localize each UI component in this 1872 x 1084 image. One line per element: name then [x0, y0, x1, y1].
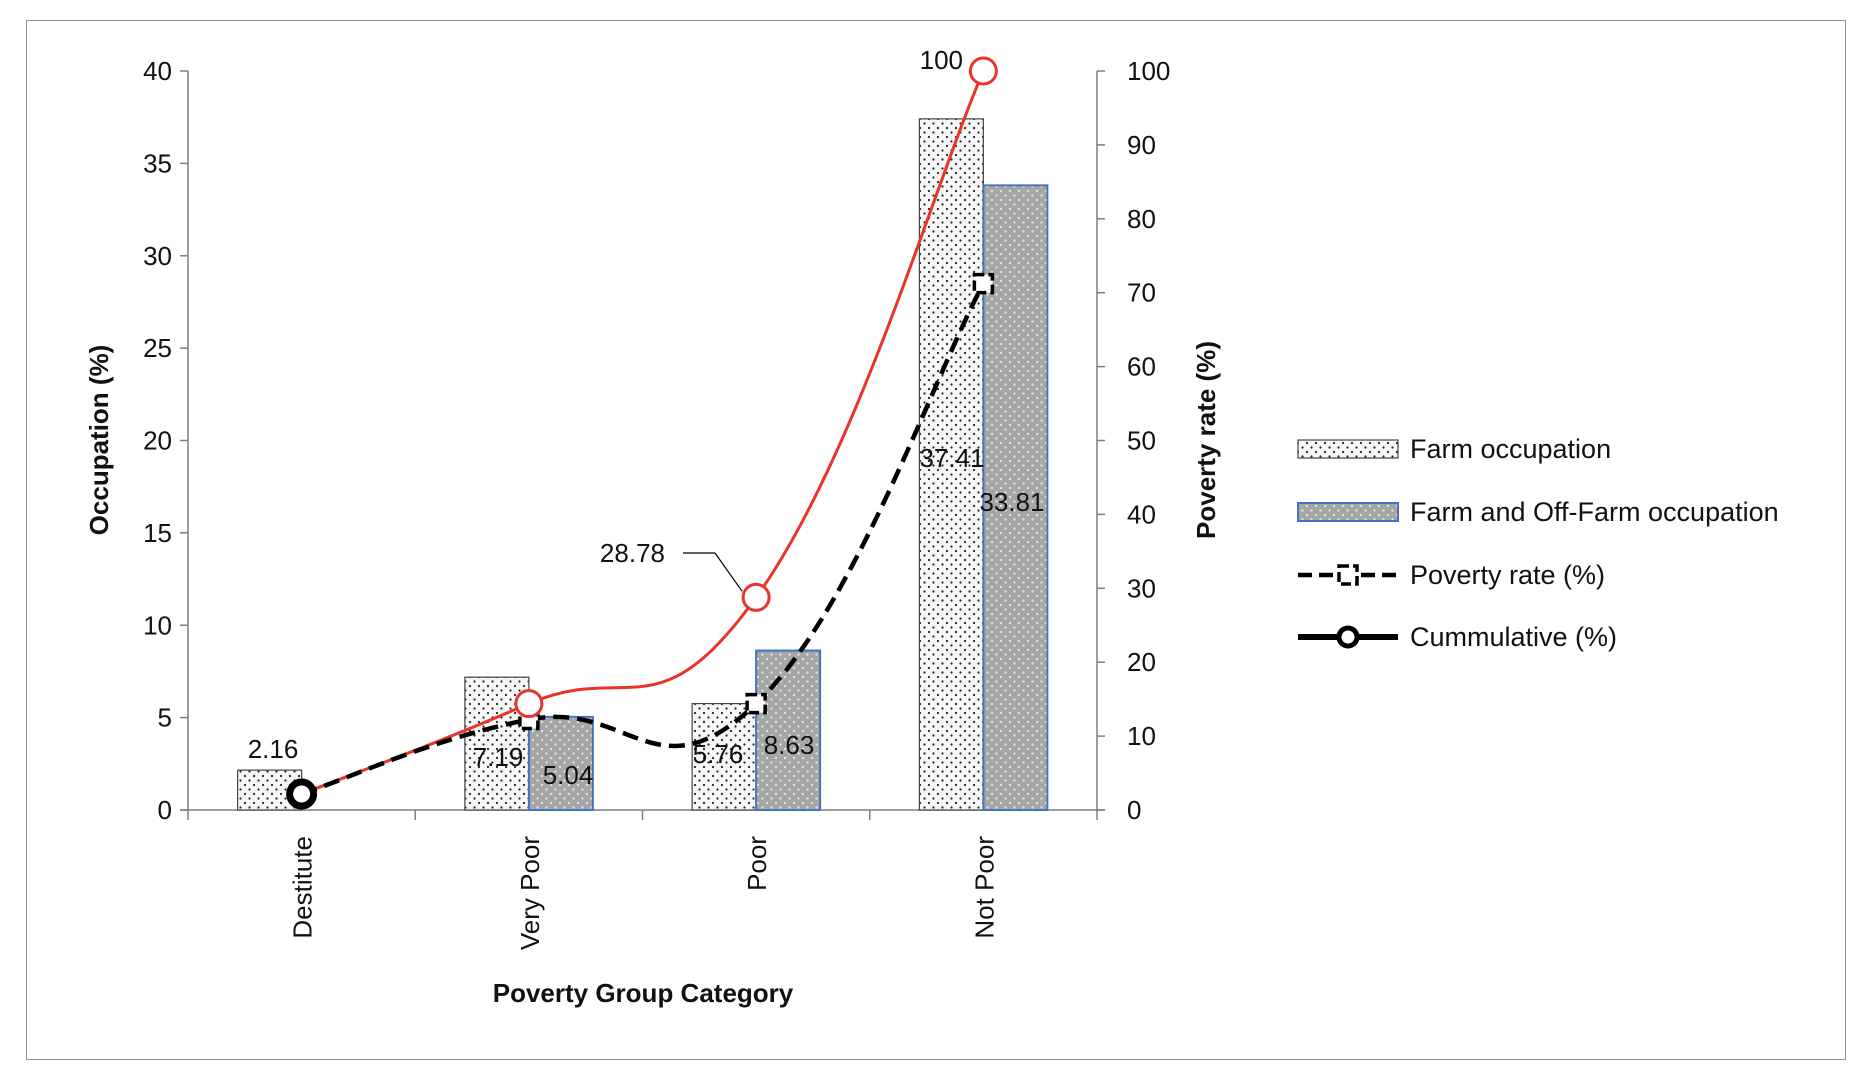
y2-tick-label: 30 [1127, 573, 1156, 603]
x-axis-title: Poverty Group Category [493, 978, 794, 1008]
y2-tick-label: 60 [1127, 352, 1156, 382]
legend-label-cumulative: Cummulative (%) [1410, 622, 1617, 652]
data-label-farm: 7.19 [473, 742, 524, 772]
marker-cumulative [968, 56, 998, 86]
legend-swatch-farm [1297, 439, 1399, 459]
y-axis-title: Occupation (%) [84, 345, 114, 536]
line-cumulative [301, 70, 985, 796]
legend-swatch-offfarm [1297, 502, 1399, 522]
legend: Farm occupation Farm and Off-Farm occupat… [1297, 434, 1779, 652]
y-tick-label: 25 [143, 333, 172, 363]
axes: 0 5 10 15 20 25 30 35 40 0 10 20 30 40 50 60 70 80 90 100 De… [143, 56, 1170, 950]
x-tick-label: Poor [742, 836, 772, 891]
data-label-cumulative: 28.78 [600, 538, 665, 568]
data-label-offfarm: 33.81 [979, 487, 1044, 517]
y2-tick-label: 20 [1127, 647, 1156, 677]
legend-marker-poverty [1337, 564, 1359, 586]
y-tick-label: 40 [143, 56, 172, 86]
y-tick-label: 10 [143, 610, 172, 640]
x-tick-label: Destitute [288, 836, 318, 939]
y2-tick-label: 100 [1127, 56, 1170, 86]
data-label-farm: 2.16 [248, 734, 299, 764]
y-tick-label: 5 [158, 703, 172, 733]
marker-poverty-rate [745, 692, 767, 715]
y-tick-label: 35 [143, 148, 172, 178]
legend-label-farm: Farm occupation [1410, 434, 1611, 464]
data-label-farm: 5.76 [693, 739, 744, 769]
data-label-offfarm: 8.63 [764, 730, 815, 760]
y-tick-label: 15 [143, 518, 172, 548]
data-labels: 2.16 7.19 5.76 37.41 5.04 8.63 33.81 28.78 100 [248, 45, 1045, 790]
legend-label-offfarm: Farm and Off-Farm occupation [1410, 497, 1779, 527]
bar-farm-offfarm-occupation [755, 649, 822, 811]
marker-cumulative [514, 689, 544, 719]
data-label-farm: 37.41 [919, 443, 984, 473]
y2-tick-label: 70 [1127, 278, 1156, 308]
data-label-cumulative: 100 [920, 45, 963, 75]
lines [286, 56, 998, 810]
y-tick-label: 20 [143, 426, 172, 456]
y-tick-label: 0 [158, 795, 172, 825]
y-tick-label: 30 [143, 241, 172, 271]
bar-farm-offfarm-occupation [527, 715, 594, 811]
y2-tick-label: 50 [1127, 426, 1156, 456]
x-tick-label: Not Poor [969, 836, 999, 939]
data-label-offfarm: 5.04 [543, 760, 594, 790]
marker-cumulative [286, 778, 318, 810]
bar-farm-occupation [918, 118, 984, 811]
marker-cumulative [741, 582, 771, 612]
legend-label-poverty: Poverty rate (%) [1410, 560, 1605, 590]
bar-farm-occupation [691, 702, 757, 811]
y2-tick-label: 10 [1127, 721, 1156, 751]
y2-axis-title: Poverty rate (%) [1191, 341, 1221, 539]
y2-tick-label: 0 [1127, 795, 1141, 825]
legend-marker-cumulative [1336, 625, 1360, 649]
x-tick-label: Very Poor [515, 836, 545, 951]
y2-tick-label: 90 [1127, 130, 1156, 160]
marker-poverty-rate [972, 272, 995, 295]
y2-tick-label: 40 [1127, 499, 1156, 529]
leader-line [714, 552, 743, 592]
y2-tick-label: 80 [1127, 204, 1156, 234]
line-poverty-rate [300, 282, 986, 797]
